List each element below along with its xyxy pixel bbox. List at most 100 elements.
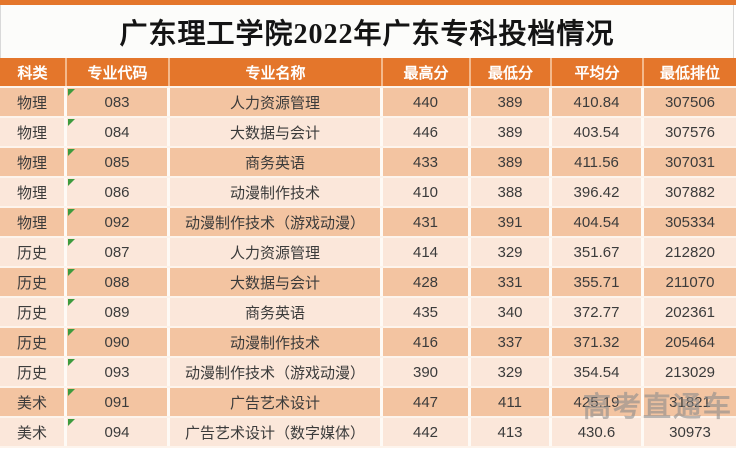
cell-category: 物理 xyxy=(0,148,67,176)
cell-category: 物理 xyxy=(0,118,67,146)
cell-major-code-text: 088 xyxy=(104,273,130,291)
cell-max-score: 414 xyxy=(383,238,471,266)
cell-major-name: 动漫制作技术 xyxy=(170,328,383,356)
cell-min-rank: 202361 xyxy=(644,298,736,326)
table-row: 物理 083 人力资源管理 440 389 410.84 307506 xyxy=(0,88,736,118)
cell-max-score: 446 xyxy=(383,118,471,146)
table-row: 美术 091 广告艺术设计 447 411 425.19 31821 xyxy=(0,388,736,418)
cell-max-score: 440 xyxy=(383,88,471,116)
cell-corner-marker-icon xyxy=(68,389,75,396)
cell-corner-marker-icon xyxy=(68,149,75,156)
cell-major-code-text: 085 xyxy=(104,153,130,171)
top-accent-bar xyxy=(0,0,736,5)
column-header-avg-score: 平均分 xyxy=(552,58,644,86)
cell-avg-score: 403.54 xyxy=(552,118,644,146)
cell-major-name: 广告艺术设计（数字媒体） xyxy=(170,418,383,446)
cell-min-score: 388 xyxy=(471,178,552,206)
cell-min-rank: 205464 xyxy=(644,328,736,356)
table-row: 物理 092 动漫制作技术（游戏动漫） 431 391 404.54 30533… xyxy=(0,208,736,238)
cell-corner-marker-icon xyxy=(68,359,75,366)
table-row: 历史 090 动漫制作技术 416 337 371.32 205464 xyxy=(0,328,736,358)
cell-min-rank: 307031 xyxy=(644,148,736,176)
cell-major-name: 商务英语 xyxy=(170,148,383,176)
cell-min-rank: 213029 xyxy=(644,358,736,386)
cell-min-rank: 307882 xyxy=(644,178,736,206)
cell-min-rank: 30973 xyxy=(644,418,736,446)
cell-major-code-text: 086 xyxy=(104,183,130,201)
cell-avg-score: 351.67 xyxy=(552,238,644,266)
cell-major-code: 090 xyxy=(67,328,170,356)
cell-min-score: 413 xyxy=(471,418,552,446)
cell-avg-score: 411.56 xyxy=(552,148,644,176)
cell-avg-score: 372.77 xyxy=(552,298,644,326)
cell-avg-score: 425.19 xyxy=(552,388,644,416)
cell-max-score: 416 xyxy=(383,328,471,356)
cell-major-code: 083 xyxy=(67,88,170,116)
table-row: 历史 089 商务英语 435 340 372.77 202361 xyxy=(0,298,736,328)
cell-major-code: 089 xyxy=(67,298,170,326)
cell-corner-marker-icon xyxy=(68,299,75,306)
table-row: 历史 088 大数据与会计 428 331 355.71 211070 xyxy=(0,268,736,298)
cell-major-code-text: 090 xyxy=(104,333,130,351)
cell-corner-marker-icon xyxy=(68,239,75,246)
cell-major-name: 大数据与会计 xyxy=(170,118,383,146)
cell-min-score: 389 xyxy=(471,148,552,176)
cell-min-rank: 212820 xyxy=(644,238,736,266)
table-row: 物理 086 动漫制作技术 410 388 396.42 307882 xyxy=(0,178,736,208)
cell-category: 物理 xyxy=(0,88,67,116)
cell-category: 美术 xyxy=(0,418,67,446)
cell-min-score: 337 xyxy=(471,328,552,356)
table-row: 美术 094 广告艺术设计（数字媒体） 442 413 430.6 30973 xyxy=(0,418,736,448)
cell-max-score: 431 xyxy=(383,208,471,236)
cell-avg-score: 396.42 xyxy=(552,178,644,206)
cell-major-code-text: 087 xyxy=(104,243,130,261)
cell-corner-marker-icon xyxy=(68,119,75,126)
cell-max-score: 442 xyxy=(383,418,471,446)
column-header-max-score: 最高分 xyxy=(383,58,471,86)
cell-min-score: 329 xyxy=(471,358,552,386)
cell-max-score: 428 xyxy=(383,268,471,296)
cell-avg-score: 410.84 xyxy=(552,88,644,116)
cell-major-code-text: 083 xyxy=(104,93,130,111)
cell-max-score: 410 xyxy=(383,178,471,206)
cell-min-rank: 307576 xyxy=(644,118,736,146)
cell-min-score: 391 xyxy=(471,208,552,236)
admission-table: 科类 专业代码 专业名称 最高分 最低分 平均分 最低排位 物理 083 人力资… xyxy=(0,58,736,448)
table-body: 物理 083 人力资源管理 440 389 410.84 307506 物理 0… xyxy=(0,88,736,448)
cell-max-score: 390 xyxy=(383,358,471,386)
cell-category: 历史 xyxy=(0,238,67,266)
cell-major-code: 088 xyxy=(67,268,170,296)
cell-major-code: 094 xyxy=(67,418,170,446)
cell-category: 物理 xyxy=(0,208,67,236)
cell-category: 历史 xyxy=(0,298,67,326)
cell-min-score: 389 xyxy=(471,118,552,146)
cell-max-score: 433 xyxy=(383,148,471,176)
cell-corner-marker-icon xyxy=(68,269,75,276)
cell-min-score: 331 xyxy=(471,268,552,296)
cell-min-rank: 307506 xyxy=(644,88,736,116)
cell-major-name: 人力资源管理 xyxy=(170,88,383,116)
table-row: 历史 093 动漫制作技术（游戏动漫） 390 329 354.54 21302… xyxy=(0,358,736,388)
column-header-min-rank: 最低排位 xyxy=(659,64,720,82)
cell-major-name: 商务英语 xyxy=(170,298,383,326)
cell-major-code-text: 093 xyxy=(104,363,130,381)
page-title: 广东理工学院2022年广东专科投档情况 xyxy=(119,18,615,50)
cell-avg-score: 355.71 xyxy=(552,268,644,296)
cell-major-code: 092 xyxy=(67,208,170,236)
cell-corner-marker-icon xyxy=(68,419,75,426)
cell-major-name: 人力资源管理 xyxy=(170,238,383,266)
column-header-major-name: 专业名称 xyxy=(170,58,383,86)
cell-major-code: 093 xyxy=(67,358,170,386)
cell-major-name: 大数据与会计 xyxy=(170,268,383,296)
cell-major-name: 动漫制作技术 xyxy=(170,178,383,206)
cell-min-rank: 31821 xyxy=(644,388,736,416)
cell-category: 美术 xyxy=(0,388,67,416)
cell-min-score: 329 xyxy=(471,238,552,266)
cell-corner-marker-icon xyxy=(68,209,75,216)
table-row: 物理 085 商务英语 433 389 411.56 307031 xyxy=(0,148,736,178)
title-band: 广东理工学院2022年广东专科投档情况 xyxy=(0,5,734,58)
cell-major-code-text: 094 xyxy=(104,423,130,441)
cell-category: 物理 xyxy=(0,178,67,206)
cell-major-code: 091 xyxy=(67,388,170,416)
